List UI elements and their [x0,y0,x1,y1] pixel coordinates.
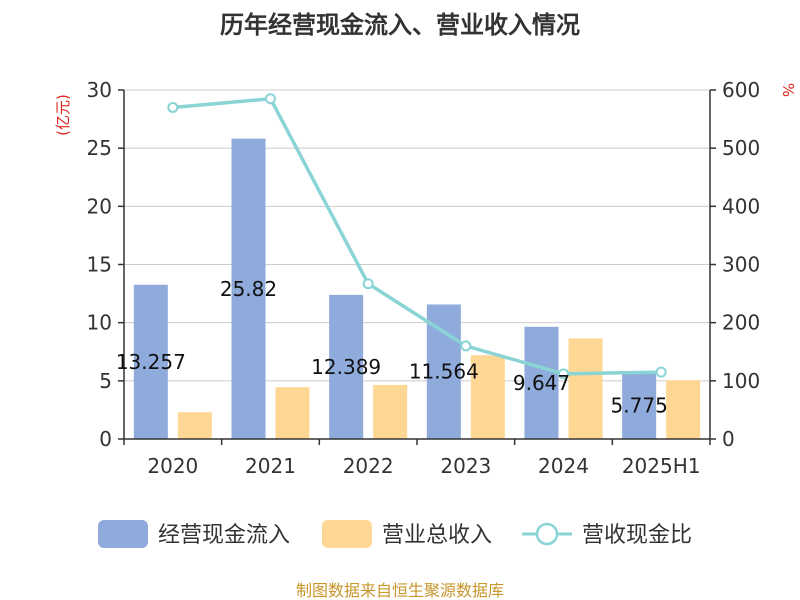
line-series [167,93,667,380]
bar [329,294,364,439]
line-point [167,101,179,113]
series-line [172,96,662,376]
bar [524,326,559,439]
left-tick-label: 5 [99,369,112,393]
legend-swatch [322,520,372,548]
bar-data-label: 9.647 [513,371,570,395]
right-tick-label: 0 [722,427,735,451]
right-axis-unit: % [779,83,797,97]
bar-data-label: 25.82 [220,277,277,301]
legend-swatch [98,520,148,548]
bar [133,284,168,439]
line-point [265,93,276,105]
bar-data-label: 12.389 [311,355,381,379]
source-note: 制图数据来自恒生聚源数据库 [296,581,504,600]
legend-marker [535,522,559,546]
right-tick-label: 500 [722,136,760,160]
x-tick-label: 2025H1 [622,454,701,478]
legend-label: 营收现金比 [582,523,692,548]
right-tick-label: 400 [722,194,760,218]
data-labels: 13.257 25.82 12.389 11.564 9.647 5.775 [116,277,668,418]
legend: 经营现金流入 营业总收入 营收现金比 [98,520,692,548]
x-tick-label: 2020 [147,454,198,478]
bar [622,371,657,439]
right-tick-label: 100 [722,369,760,393]
bar-data-label: 13.257 [116,350,186,374]
left-tick-label: 20 [87,194,112,218]
bar-data-label: 11.564 [409,360,479,384]
right-tick-label: 600 [722,78,760,102]
x-tick-label: 2021 [245,454,296,478]
bar [231,138,266,440]
x-tick-label: 2024 [538,454,589,478]
line-point [362,278,374,290]
bar [426,304,461,439]
line-point [558,368,569,380]
line-point [655,366,667,378]
left-tick-label: 30 [87,78,112,102]
left-tick-label: 10 [87,311,112,335]
bar [275,387,310,439]
left-tick-label: 15 [87,253,112,277]
bar [177,412,212,439]
legend-label: 经营现金流入 [158,523,290,548]
bar [666,380,701,439]
bar [373,384,408,439]
grid-lines [124,89,710,382]
x-tick-label: 2022 [343,454,394,478]
x-tick-label: 2023 [440,454,491,478]
bars [133,138,701,440]
bar [470,355,505,439]
right-tick-label: 300 [722,253,760,277]
line-point [460,340,472,352]
bar-data-label: 5.775 [611,393,668,417]
left-tick-label: 0 [99,427,112,451]
chart-title: 历年经营现金流入、营业收入情况 [220,11,580,39]
legend-label: 营业总收入 [382,523,492,548]
left-axis-unit: (亿元) [54,94,72,136]
right-tick-label: 200 [722,311,760,335]
bar [568,338,603,439]
left-tick-label: 25 [87,136,112,160]
